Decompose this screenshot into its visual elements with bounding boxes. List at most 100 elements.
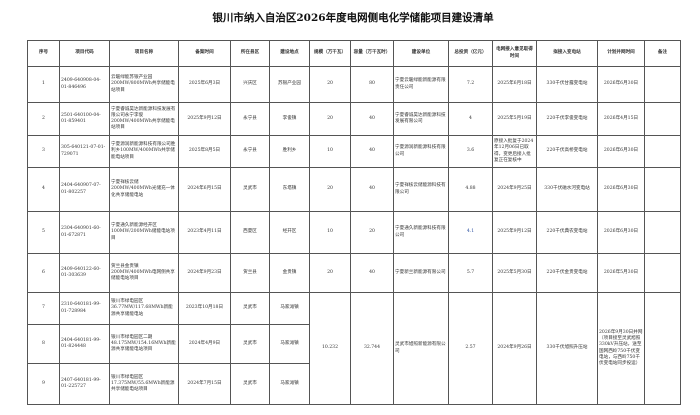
cell-builder: 宁夏睿诚昊达新能源科技发展有限公司: [393, 102, 449, 136]
cell-code: 2409-640122-60-01-303639: [59, 253, 110, 293]
cell-grid-date: 2024年9月25日: [492, 167, 537, 212]
cell-builder: 宁夏源润新能源科技有限公司: [393, 135, 449, 168]
cell-filed: 2024年6月15日: [178, 167, 231, 212]
cell-invest: 4.88: [448, 167, 493, 212]
merged-cell-capacity: 32.744: [350, 292, 394, 405]
cell-county: 永宁县: [230, 102, 270, 136]
cell-capacity: 40: [350, 102, 394, 136]
cell-plan: 2026年6月30日: [597, 66, 645, 103]
table-row: 4 2404-640907-07-01-802257 宁夏祥核云储200MW/400…: [27, 167, 681, 212]
merged-cell-builder: 灵武市旭照新能源有限公司: [393, 292, 449, 405]
cell-county: 贺兰县: [230, 253, 270, 293]
column-header: 建设单位: [393, 40, 449, 67]
column-header: 计划并网时间: [597, 40, 645, 67]
cell-capacity: 40: [350, 167, 394, 212]
cell-county: 灵武市: [230, 363, 270, 405]
merged-cell-scale: 10.232: [309, 292, 351, 405]
column-header: 总投资（亿元）: [448, 40, 493, 67]
header-row: 序号 项目代码 项目名称 备案时间 所在县区 建设地点 规模（万千瓦） 容量（万千瓦时） 建设单…: [27, 40, 681, 67]
table-row: 9 2407-640181-99-01-225727 银川市绿电园区17.375MW…: [27, 363, 681, 405]
cell-plan: 2026年4月15日: [597, 102, 645, 136]
cell-no: 3: [27, 135, 60, 168]
cell-invest: 5.7: [448, 253, 493, 293]
cell-builder: 宁夏云暖绿能新能源有限责任公司: [393, 66, 449, 103]
cell-filed: 2023年10月18日: [178, 292, 231, 325]
column-header: 容量（万千瓦时）: [350, 40, 394, 67]
cell-county: 灵武市: [230, 167, 270, 212]
cell-grid-date: 2025年6月18日: [492, 66, 537, 103]
table-row: 2 2501-640100-04-01-859401 宁夏睿诚昊达新能源科技发展有限…: [27, 102, 681, 136]
cell-substation: 330千伏甘露变电站: [536, 66, 598, 103]
cell-code: 2404-640907-07-01-802257: [59, 167, 110, 212]
cell-site: 马家滩镇: [269, 363, 310, 405]
cell-filed: 2024年7月15日: [178, 363, 231, 405]
cell-invest: 4: [448, 102, 493, 136]
table-row: 7 2310-640181-99-01-728984 银川市绿电园区36.77MW/…: [27, 292, 681, 405]
column-header: 备注: [644, 40, 681, 67]
cell-name: 宁夏睿诚昊达新能源科技发展有限公司永宁李俊200MW/400MWh共享储能电站项…: [109, 102, 179, 136]
cell-no: 1: [27, 66, 60, 103]
column-header: 建设地点: [269, 40, 310, 67]
cell-site: 东塔镇: [269, 167, 310, 212]
cell-code: 2304-640901-60-01-672871: [59, 211, 110, 254]
cell-name: 宁夏祥核云储200MW/400MWh光储充一体化共享储能电站: [109, 167, 179, 212]
cell-invest: 3.6: [448, 135, 493, 168]
cell-site: 苏银产业园: [269, 66, 310, 103]
cell-scale: 10: [309, 135, 351, 168]
cell-no: 2: [27, 102, 60, 136]
cell-builder: 宁夏祥核云储能源科技有限公司: [393, 167, 449, 212]
cell-name: 银川市绿电园区二期48.175MW/154.16MWh新能源共享储能电站项目: [109, 324, 179, 364]
cell-site: 胜利乡: [269, 135, 310, 168]
column-header: 备案时间: [178, 40, 231, 67]
cell-filed: 2025年8月5日: [178, 135, 231, 168]
cell-name: 银川市绿电园区17.375MW/55.6MWh新能源共享储能电站项目: [109, 363, 179, 405]
cell-name: 云暖绿能苏银产业园200MW/800MWh共享储能电站项目: [109, 66, 179, 103]
cell-capacity: 80: [350, 66, 394, 103]
cell-invest: 7.2: [448, 66, 493, 103]
cell-county: 永宁县: [230, 135, 270, 168]
cell-note: [644, 211, 681, 254]
cell-scale: 10: [309, 211, 351, 254]
column-header: 所在县区: [230, 40, 270, 67]
cell-capacity: 40: [350, 135, 394, 168]
cell-code: 305-640121-07-01-729071: [59, 135, 110, 168]
cell-site: 李俊镇: [269, 102, 310, 136]
cell-no: 7: [27, 292, 60, 325]
cell-site: 金贵镇: [269, 253, 310, 293]
cell-filed: 2025年6月3日: [178, 66, 231, 103]
project-table: 序号 项目代码 项目名称 备案时间 所在县区 建设地点 规模（万千瓦） 容量（万千瓦时） 建设单…: [27, 40, 681, 405]
cell-code: 2409-640908-04-01-846496: [59, 66, 110, 103]
cell-note: [644, 253, 681, 293]
merged-cell-note: [644, 292, 681, 405]
cell-no: 5: [27, 211, 60, 254]
cell-name: 宁夏源润新能源科技有限公司胜利乡100MW/400MWh共享储能电站项目: [109, 135, 179, 168]
cell-plan: 2026年5月30日: [597, 253, 645, 293]
cell-county: 兴庆区: [230, 66, 270, 103]
cell-note: [644, 102, 681, 136]
cell-no: 9: [27, 363, 60, 405]
cell-substation: 220千伏李俊变电站: [536, 102, 598, 136]
cell-scale: 20: [309, 66, 351, 103]
cell-county: 西夏区: [230, 211, 270, 254]
cell-filed: 2024年9月23日: [178, 253, 231, 293]
merged-cell-invest: 2.57: [448, 292, 493, 405]
table-row: 8 2404-640181-99-01-824448 银川市绿电园区二期48.175…: [27, 324, 681, 364]
cell-plan: 2026年6月30日: [597, 135, 645, 168]
cell-code: 2407-640181-99-01-225727: [59, 363, 110, 405]
column-header: 项目代码: [59, 40, 110, 67]
merged-cell-plan: 2026年9月30日并网（项目接至灵武旭照330kV升压站，送至国网西岭750千…: [597, 292, 645, 405]
cell-name: 银川市绿电园区36.77MW/117.68MWh新能源共享储能电站: [109, 292, 179, 325]
cell-no: 8: [27, 324, 60, 364]
cell-filed: 2023年4月11日: [178, 211, 231, 254]
column-header: 拟接入变电站: [536, 40, 598, 67]
table-row: 1 2409-640908-04-01-846496 云暖绿能苏银产业园200MW/…: [27, 66, 681, 103]
column-header: 电网接入意见取得时间: [492, 40, 537, 67]
cell-scale: 20: [309, 102, 351, 136]
page-title: 银川市纳入自治区2026年度电网侧电化学储能项目建设清单: [212, 12, 494, 24]
cell-code: 2404-640181-99-01-824448: [59, 324, 110, 364]
table-row: 3 305-640121-07-01-729071 宁夏源润新能源科技有限公司胜利乡…: [27, 135, 681, 168]
table-row: 6 2409-640122-60-01-303639 贺兰县金贵镇200MW/400…: [27, 253, 681, 293]
cell-substation: 220千伏高桥变电站: [536, 135, 598, 168]
cell-county: 灵武市: [230, 292, 270, 325]
cell-note: [644, 135, 681, 168]
